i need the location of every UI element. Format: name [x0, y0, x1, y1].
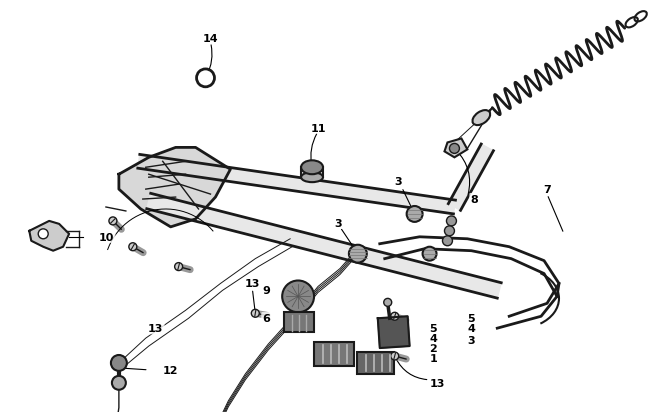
Text: 3: 3: [467, 335, 475, 345]
Ellipse shape: [301, 173, 323, 183]
FancyBboxPatch shape: [357, 352, 394, 374]
FancyBboxPatch shape: [314, 342, 354, 366]
Text: 6: 6: [263, 313, 270, 323]
Circle shape: [282, 281, 314, 313]
Ellipse shape: [301, 161, 323, 175]
Text: 9: 9: [263, 286, 270, 296]
Text: 13: 13: [430, 378, 445, 388]
Circle shape: [384, 299, 392, 306]
Polygon shape: [147, 194, 501, 299]
FancyBboxPatch shape: [284, 313, 314, 332]
Ellipse shape: [473, 111, 490, 126]
Text: 13: 13: [148, 323, 163, 333]
Text: 3: 3: [394, 177, 402, 187]
Text: 10: 10: [99, 232, 114, 242]
Circle shape: [447, 216, 456, 226]
Text: 1: 1: [430, 353, 437, 363]
Text: 7: 7: [543, 185, 551, 195]
Text: 8: 8: [471, 195, 478, 204]
Circle shape: [38, 229, 48, 239]
Text: 5: 5: [430, 323, 437, 333]
Circle shape: [109, 217, 117, 225]
Circle shape: [391, 313, 398, 320]
Text: 11: 11: [310, 123, 326, 133]
Polygon shape: [448, 145, 493, 211]
Circle shape: [449, 144, 460, 154]
Text: 3: 3: [334, 218, 342, 228]
Circle shape: [349, 245, 367, 263]
Text: 2: 2: [430, 343, 437, 353]
Circle shape: [407, 206, 422, 222]
Circle shape: [445, 226, 454, 236]
Circle shape: [252, 310, 259, 318]
Circle shape: [443, 236, 452, 246]
Text: 4: 4: [467, 323, 475, 333]
Polygon shape: [378, 316, 410, 348]
Polygon shape: [445, 139, 467, 158]
Circle shape: [422, 247, 437, 261]
Circle shape: [112, 376, 126, 390]
Text: 4: 4: [430, 333, 437, 343]
Circle shape: [391, 352, 398, 360]
Circle shape: [175, 263, 183, 271]
Text: 13: 13: [244, 279, 260, 289]
Polygon shape: [119, 148, 230, 227]
Polygon shape: [29, 221, 69, 251]
Text: 12: 12: [162, 365, 178, 375]
Polygon shape: [138, 155, 456, 214]
Circle shape: [129, 243, 136, 251]
Circle shape: [111, 355, 127, 371]
Text: 5: 5: [467, 313, 475, 323]
Text: 14: 14: [203, 34, 218, 44]
Circle shape: [196, 70, 214, 88]
